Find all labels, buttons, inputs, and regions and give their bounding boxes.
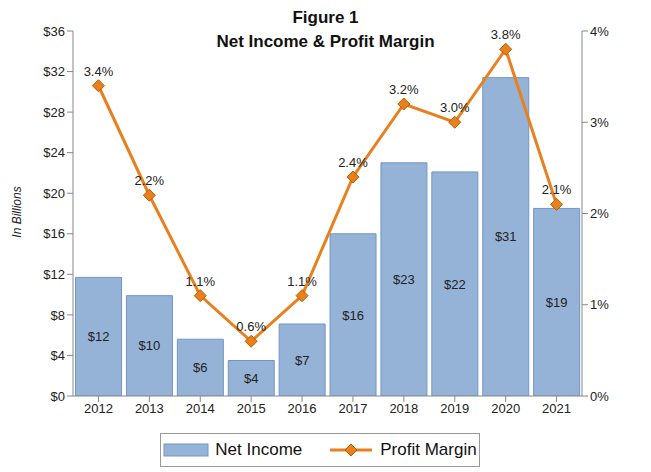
svg-text:2%: 2% (590, 206, 609, 221)
svg-text:2.2%: 2.2% (135, 173, 165, 188)
svg-text:$4: $4 (51, 348, 65, 363)
svg-text:$0: $0 (51, 389, 65, 404)
svg-text:2.1%: 2.1% (542, 182, 572, 197)
svg-text:2013: 2013 (135, 401, 164, 416)
svg-text:4%: 4% (590, 24, 609, 39)
svg-text:$10: $10 (139, 338, 161, 353)
html-text:Net Income: Net Income (215, 440, 303, 459)
svg-text:1%: 1% (590, 297, 609, 312)
svg-text:2020: 2020 (491, 401, 520, 416)
svg-text:2017: 2017 (338, 401, 367, 416)
svg-text:$6: $6 (193, 360, 207, 375)
html-text:Net Income & Profit Margin: Net Income & Profit Margin (216, 32, 435, 51)
svg-text:$24: $24 (43, 145, 65, 160)
svg-text:2021: 2021 (542, 401, 571, 416)
svg-text:3.8%: 3.8% (491, 27, 521, 42)
svg-text:$28: $28 (43, 105, 65, 120)
svg-text:2014: 2014 (186, 401, 215, 416)
svg-text:3.0%: 3.0% (440, 100, 470, 115)
svg-text:0.6%: 0.6% (236, 319, 266, 334)
svg-text:$32: $32 (43, 64, 65, 79)
svg-text:2018: 2018 (389, 401, 418, 416)
svg-text:$22: $22 (444, 277, 466, 292)
svg-text:3.2%: 3.2% (389, 82, 419, 97)
svg-text:$23: $23 (393, 272, 415, 287)
html-text:Figure 1: Figure 1 (292, 8, 359, 27)
svg-text:$16: $16 (342, 308, 364, 323)
svg-text:$4: $4 (244, 371, 258, 386)
svg-text:$36: $36 (43, 24, 65, 39)
svg-text:2.4%: 2.4% (338, 155, 368, 170)
svg-text:1.1%: 1.1% (185, 274, 215, 289)
svg-text:3.4%: 3.4% (84, 64, 114, 79)
svg-text:3%: 3% (590, 115, 609, 130)
svg-text:$16: $16 (43, 226, 65, 241)
svg-text:$8: $8 (51, 308, 65, 323)
svg-text:2016: 2016 (288, 401, 317, 416)
svg-text:$31: $31 (495, 229, 517, 244)
svg-text:1.1%: 1.1% (287, 274, 317, 289)
svg-text:$12: $12 (43, 267, 65, 282)
svg-text:2015: 2015 (237, 401, 266, 416)
svg-text:2019: 2019 (440, 401, 469, 416)
html-text:Profit Margin: Profit Margin (380, 440, 477, 459)
svg-text:$19: $19 (546, 295, 568, 310)
svg-text:2012: 2012 (84, 401, 113, 416)
html-text:In Billions: In Billions (10, 186, 24, 238)
svg-text:$7: $7 (295, 353, 309, 368)
svg-text:$12: $12 (88, 329, 110, 344)
svg-text:$20: $20 (43, 186, 65, 201)
svg-text:0%: 0% (590, 389, 609, 404)
